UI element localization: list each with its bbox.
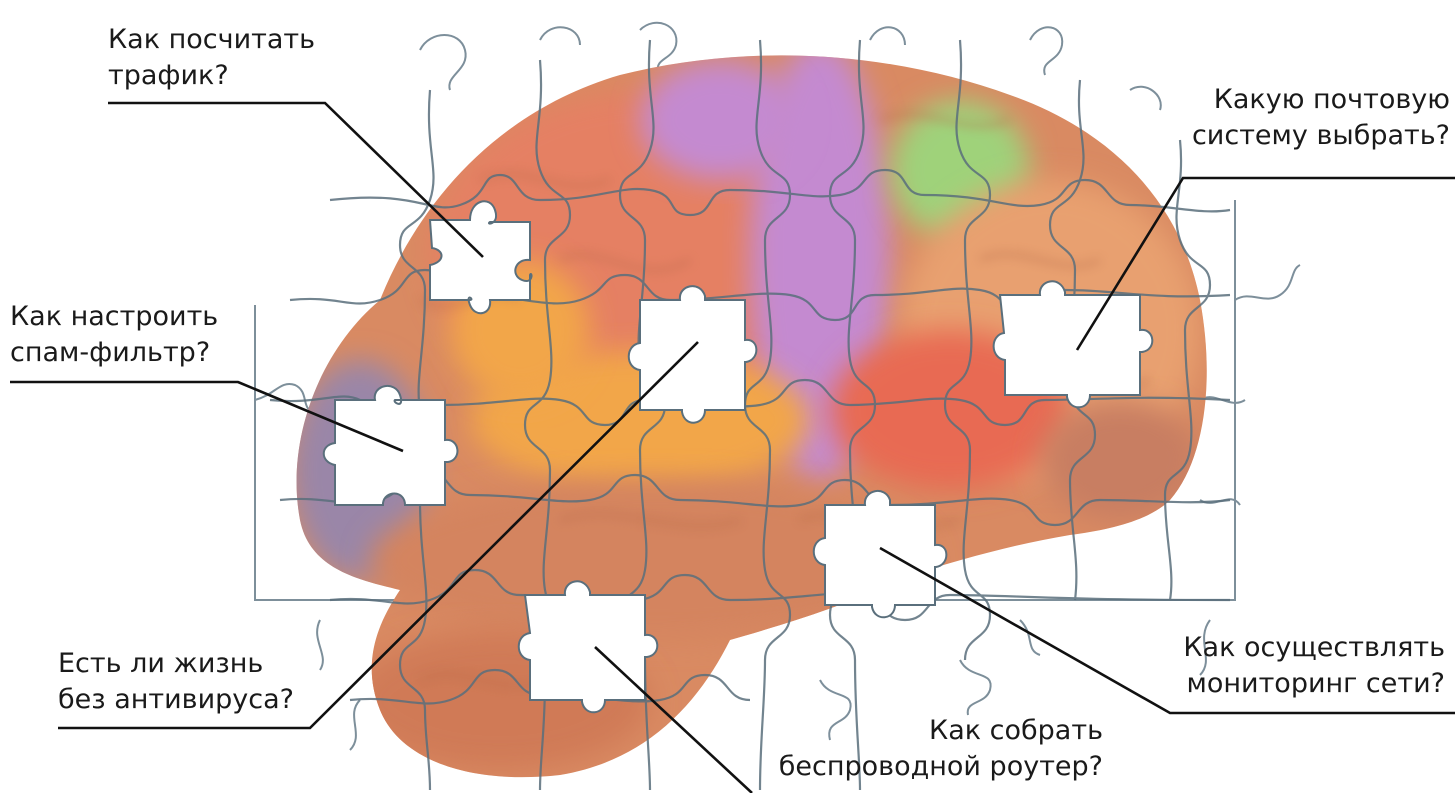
missing-piece-antivirus	[627, 285, 758, 424]
brain-shape	[296, 55, 1207, 778]
missing-pieces	[322, 200, 1154, 714]
leader-mail	[1075, 176, 1455, 351]
callout-monitoring-line-1: Как осуществлять	[1183, 632, 1445, 663]
callout-mail: Какую почтовую систему выбрать?	[1192, 82, 1450, 154]
leader-antivirus	[58, 341, 699, 730]
missing-piece-mail	[992, 280, 1154, 409]
callout-traffic-line-2: трафик?	[108, 60, 229, 91]
leader-traffic	[108, 101, 484, 258]
callout-spam: Как настроить спам-фильтр?	[10, 299, 218, 371]
missing-piece-router	[517, 580, 659, 714]
callout-antivirus: Есть ли жизнь без антивируса?	[58, 646, 294, 718]
leader-spam	[10, 380, 404, 453]
callout-mail-line-2: систему выбрать?	[1191, 120, 1450, 151]
callout-router-line-1: Как собрать	[929, 715, 1103, 746]
callout-traffic: Как посчитать трафик?	[108, 22, 315, 94]
callout-spam-line-2: спам-фильтр?	[10, 337, 211, 368]
callout-router-line-2: беспроводной роутер?	[778, 751, 1103, 782]
callout-antivirus-line-1: Есть ли жизнь	[58, 648, 264, 679]
leader-lines	[10, 101, 1455, 794]
callout-monitoring-line-2: мониторинг сети?	[1186, 668, 1445, 699]
callout-router: Как собрать беспроводной роутер?	[779, 713, 1103, 785]
callout-antivirus-line-2: без антивируса?	[58, 684, 294, 715]
callout-monitoring: Как осуществлять мониторинг сети?	[1183, 630, 1445, 702]
callout-mail-line-1: Какую почтовую	[1213, 84, 1450, 115]
callout-spam-line-1: Как настроить	[10, 301, 219, 332]
leader-monitoring	[879, 546, 1455, 715]
leader-router	[594, 646, 753, 794]
callout-traffic-line-1: Как посчитать	[108, 24, 316, 55]
missing-piece-monitoring	[812, 490, 948, 619]
